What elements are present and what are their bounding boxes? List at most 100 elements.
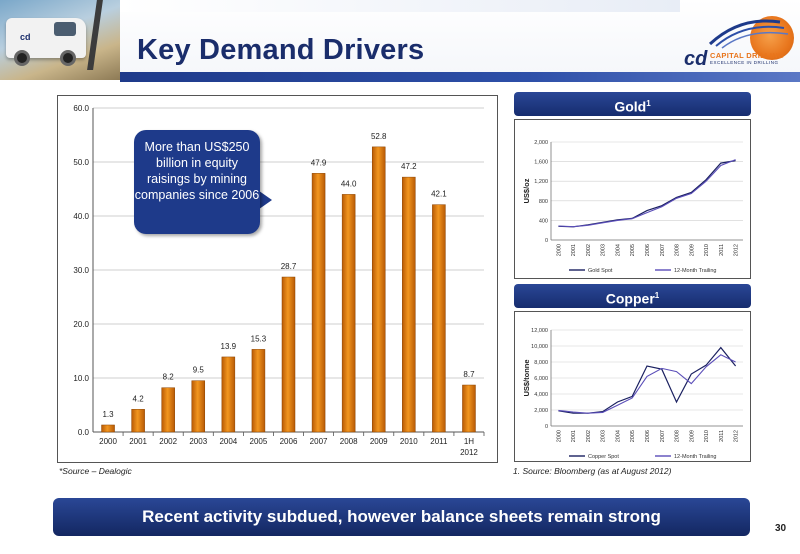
bar bbox=[402, 176, 416, 433]
page-number: 30 bbox=[775, 523, 787, 534]
x-tick-label: 2001 bbox=[129, 437, 147, 446]
series-line bbox=[558, 354, 736, 414]
company-logo: cd CAPITAL DRILLING EXCELLENCE IN DRILLI… bbox=[680, 14, 798, 72]
y-tick-label: 12,000 bbox=[531, 328, 548, 334]
bar-value-label: 8.2 bbox=[163, 373, 175, 382]
bar bbox=[371, 146, 386, 433]
bar-value-label: 47.2 bbox=[401, 162, 417, 171]
x-tick-label: 2005 bbox=[250, 437, 268, 446]
copper-heading-text: Copper bbox=[605, 290, 655, 307]
x-tick-label: 2012 bbox=[734, 244, 740, 256]
y-tick-label: 40.0 bbox=[73, 212, 89, 221]
x-tick-label: 2011 bbox=[719, 430, 725, 442]
y-axis-label: US$/tonne bbox=[522, 359, 531, 396]
x-tick-label: 2008 bbox=[675, 430, 681, 442]
summary-banner: Recent activity subdued, however balance… bbox=[53, 498, 750, 536]
copper-chart: 0 2,000 4,000 6,000 8,000 10,000 12,000 2000 200… bbox=[514, 311, 751, 462]
y-tick-label: 1,200 bbox=[534, 179, 548, 185]
logo-mark: cd bbox=[684, 48, 708, 70]
x-tick-label: 2004 bbox=[219, 437, 237, 446]
x-tick-label: 2002 bbox=[586, 244, 592, 256]
bar-value-label: 4.2 bbox=[133, 394, 145, 403]
bar bbox=[191, 380, 206, 433]
x-tick-label: 2012 bbox=[734, 430, 740, 442]
x-tick-label: 2000 bbox=[556, 430, 562, 442]
series-line bbox=[558, 160, 736, 228]
logo-name: CAPITAL DRILLING bbox=[710, 51, 785, 60]
bar bbox=[432, 204, 446, 433]
legend-label: 12-Month Trailing bbox=[674, 454, 717, 460]
x-tick-label: 2003 bbox=[601, 430, 607, 442]
bar bbox=[462, 384, 476, 433]
y-tick-label: 50.0 bbox=[73, 158, 89, 167]
series-line bbox=[558, 346, 737, 414]
x-tick-label: 2000 bbox=[556, 244, 562, 256]
logo-tagline: EXCELLENCE IN DRILLING bbox=[710, 60, 779, 65]
bar bbox=[161, 387, 175, 433]
truck-wheel bbox=[60, 50, 76, 66]
x-tick-label: 2000 bbox=[99, 437, 117, 446]
legend-label: 12-Month Trailing bbox=[674, 268, 717, 274]
gold-chart: 0 400 800 1,200 1,600 2,000 2000 2001 2002 2003 20… bbox=[514, 119, 751, 279]
y-tick-label: 20.0 bbox=[73, 320, 89, 329]
bar bbox=[101, 424, 115, 433]
y-tick-label: 6,000 bbox=[534, 376, 548, 382]
gold-chart-svg: 0 400 800 1,200 1,600 2,000 2000 2001 2002 2003 20… bbox=[522, 140, 743, 274]
y-tick-label: 60.0 bbox=[73, 104, 89, 113]
x-tick-label: 2005 bbox=[630, 430, 636, 442]
bar bbox=[221, 356, 236, 433]
drill-rig-photo: cd bbox=[0, 0, 120, 80]
x-tick-label: 2001 bbox=[571, 244, 577, 256]
x-tick-label: 2002 bbox=[159, 437, 177, 446]
copper-heading: Copper1 bbox=[514, 284, 751, 308]
legend-label: Gold Spot bbox=[588, 268, 613, 274]
y-tick-label: 0.0 bbox=[78, 428, 90, 437]
bar bbox=[251, 349, 266, 433]
equity-raisings-chart: 0.0 10.0 20.0 30.0 40.0 50.0 60.0 1.3 2000 4.2 200… bbox=[57, 95, 498, 463]
y-tick-label: 10.0 bbox=[73, 374, 89, 383]
x-tick-label: 2004 bbox=[615, 244, 621, 256]
truck-wheel bbox=[14, 50, 30, 66]
x-tick-label: 2006 bbox=[645, 244, 651, 256]
header-rule bbox=[120, 72, 800, 82]
bar-value-label: 9.5 bbox=[193, 366, 205, 375]
series-line bbox=[558, 159, 736, 228]
bar-value-label: 52.8 bbox=[371, 132, 387, 141]
gold-footnote-mark: 1 bbox=[646, 99, 651, 108]
bar-value-label: 1.3 bbox=[102, 410, 114, 419]
y-tick-label: 400 bbox=[539, 218, 548, 224]
bar-value-label: 47.9 bbox=[311, 158, 327, 167]
x-tick-label: 2003 bbox=[189, 437, 207, 446]
page-title: Key Demand Drivers bbox=[137, 34, 425, 66]
y-tick-label: 800 bbox=[539, 199, 548, 205]
x-tick-label: 2011 bbox=[719, 244, 725, 256]
header-band bbox=[120, 0, 680, 12]
x-tick-label: 2011 bbox=[430, 437, 448, 446]
bar bbox=[341, 194, 356, 433]
x-tick-label: 2009 bbox=[689, 430, 695, 442]
source-note-left: *Source – Dealogic bbox=[59, 466, 132, 476]
x-tick-label: 2008 bbox=[340, 437, 358, 446]
x-tick-label: 2007 bbox=[660, 430, 666, 442]
bar bbox=[131, 409, 145, 433]
bar-value-label: 28.7 bbox=[281, 262, 297, 271]
y-tick-label: 4,000 bbox=[534, 392, 548, 398]
x-tick-label: 2002 bbox=[586, 430, 592, 442]
x-tick-label: 2008 bbox=[675, 244, 681, 256]
x-tick-label: 2007 bbox=[310, 437, 328, 446]
y-tick-label: 1,600 bbox=[534, 160, 548, 166]
gold-heading-text: Gold bbox=[614, 98, 647, 115]
bar-value-label: 13.9 bbox=[221, 342, 237, 351]
bar-value-label: 44.0 bbox=[341, 179, 357, 188]
bar-chart-svg: 0.0 10.0 20.0 30.0 40.0 50.0 60.0 1.3 2000 4.2 200… bbox=[73, 104, 485, 457]
x-tick-label: 2005 bbox=[630, 244, 636, 256]
copper-footnote-mark: 1 bbox=[654, 291, 660, 300]
truck-door-logo: cd bbox=[20, 32, 31, 42]
x-tick-label: 2003 bbox=[601, 244, 607, 256]
x-tick-label: 2001 bbox=[571, 430, 577, 442]
y-tick-label: 10,000 bbox=[531, 344, 548, 350]
bar-value-label: 8.7 bbox=[463, 370, 475, 379]
x-tick-label: 2009 bbox=[689, 244, 695, 256]
bar-value-label: 42.1 bbox=[431, 190, 447, 199]
